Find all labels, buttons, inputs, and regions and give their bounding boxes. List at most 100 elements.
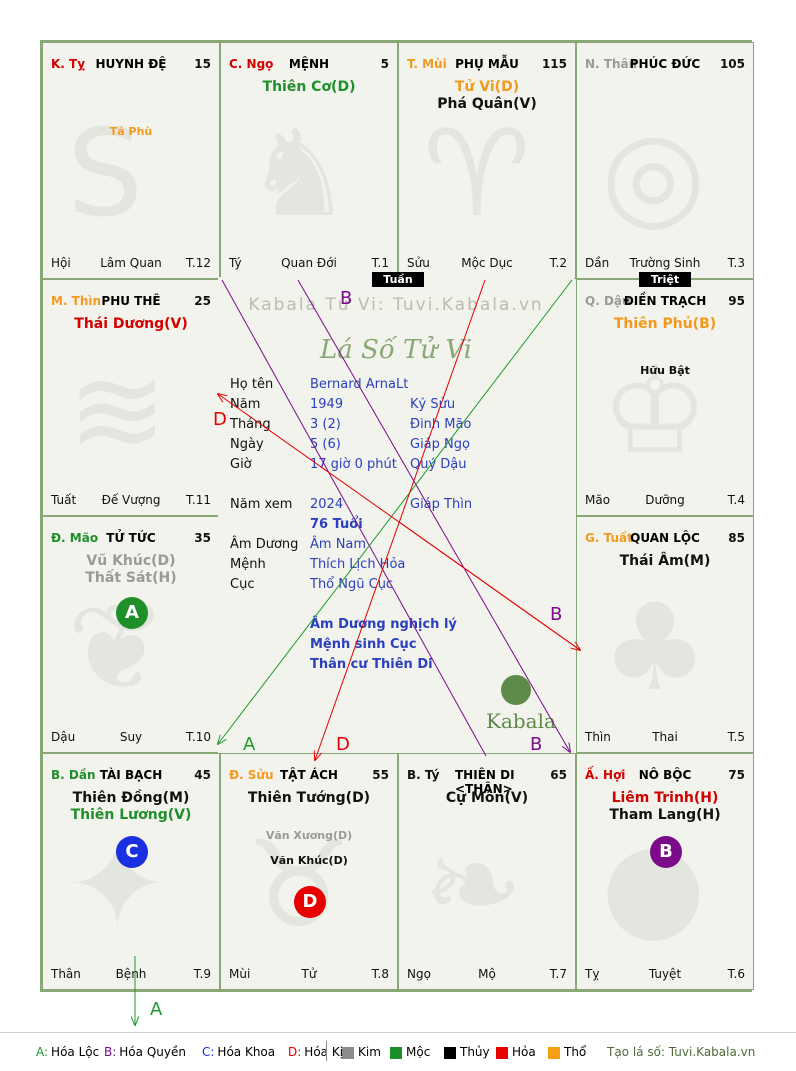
hoa-marker-a: A — [116, 597, 148, 629]
palace-can-chi: M. Thìn — [51, 294, 102, 308]
legend-element-label: Hỏa — [512, 1045, 536, 1059]
palace-footer: Mùi Tử T.8 — [229, 967, 389, 981]
palace-header: Đ. Mão TỬ TỨC 35 — [51, 531, 211, 547]
palace-name: PHU THÊ — [101, 294, 161, 308]
info-label: Tháng — [230, 417, 271, 432]
palace-number: 95 — [728, 294, 745, 308]
rooster-watermark-icon: ♔ — [601, 342, 709, 481]
palace-name: THIÊN DI <THÂN> — [455, 768, 515, 796]
main-star: Thiên Phủ(B) — [613, 316, 717, 332]
palace-state: Ngọ — [407, 967, 431, 981]
tuan-tag: Tuần — [372, 272, 424, 287]
info-value: 3 (2) — [310, 417, 341, 432]
palace-t-number: T.5 — [727, 730, 745, 744]
palace-header: G. Tuất QUAN LỘC 85 — [585, 531, 745, 547]
palace-t-number: T.8 — [371, 967, 389, 981]
palace-t-number: T.10 — [186, 730, 211, 744]
tuvi-chart-board: S K. Tỵ HUYNH ĐỆ 15 Tả Phù Hội Lâm Quan T.12 ♞ C.… — [40, 40, 754, 992]
main-stars: Cự Môn(V) — [399, 790, 575, 807]
info-label: Họ tên — [230, 377, 274, 392]
palace-stage: Mộc Dục — [461, 256, 513, 270]
main-star: Liêm Trinh(H) — [611, 790, 719, 806]
palace-footer: Tý Quan Đới T.1 — [229, 256, 389, 270]
main-stars: Thiên Tướng(D) — [221, 790, 397, 807]
palace-state: Tý — [229, 256, 242, 270]
legend-divider — [326, 1041, 327, 1061]
info-value: Thích Lịch Hỏa — [310, 557, 406, 572]
palace-cell: ❧ B. Tý THIÊN DI <THÂN> 65 Cự Môn(V) Ngọ Mộ T.7 — [398, 753, 576, 990]
palace-t-number: T.9 — [193, 967, 211, 981]
legend-element-item: Thủy — [444, 1045, 490, 1059]
ox-watermark-icon: ♉ — [245, 816, 353, 955]
palace-name: TẬT ÁCH — [280, 768, 338, 782]
legend-hoa-key: C: — [202, 1045, 215, 1059]
palace-name: NÔ BỘC — [638, 768, 692, 782]
palace-header: B. Tý THIÊN DI <THÂN> 65 — [407, 768, 567, 796]
age-value: 76 Tuổi — [310, 517, 363, 532]
main-star: Thái Âm(M) — [619, 553, 711, 569]
palace-footer: Tỵ Tuyệt T.6 — [585, 967, 745, 981]
main-star: Phá Quân(V) — [437, 96, 537, 112]
center-watermark-site: Kabala Tử Vi: Tuvi.Kabala.vn — [248, 295, 544, 315]
legend-hoa-item: C: Hóa Khoa — [202, 1045, 275, 1059]
palace-stage: Quan Đới — [281, 256, 337, 270]
legend-element-label: Mộc — [406, 1045, 431, 1059]
palace-cell: ≋ M. Thìn PHU THÊ 25 Thái Dương(V) Tuất Đế Vượ… — [42, 279, 220, 516]
palace-number: 35 — [194, 531, 211, 545]
main-star: Thiên Tướng(D) — [247, 790, 371, 806]
palace-name: QUAN LỘC — [630, 531, 700, 545]
legend-color-swatch — [342, 1046, 354, 1059]
palace-header: N. Thân PHÚC ĐỨC 105 — [585, 57, 745, 73]
palace-header: K. Tỵ HUYNH ĐỆ 15 — [51, 57, 211, 73]
info-value: Thổ Ngũ Cục — [310, 577, 394, 592]
palace-header: Ấ. Hợi NÔ BỘC 75 — [585, 768, 745, 784]
palace-name: ĐIỀN TRẠCH — [623, 294, 707, 308]
palace-can-chi: Đ. Sửu — [229, 768, 274, 782]
main-stars: Thiên Đồng(M) Thiên Lương(V) — [43, 790, 219, 824]
palace-footer: Tuất Đế Vượng T.11 — [51, 493, 211, 507]
hoa-marker-b: B — [650, 836, 682, 868]
palace-stage: Lâm Quan — [100, 256, 162, 270]
palace-number: 25 — [194, 294, 211, 308]
palace-footer: Sửu Mộc Dục T.2 — [407, 256, 567, 270]
palace-cell: ◎ N. Thân PHÚC ĐỨC 105 Dần Trường Sinh T.3 — [576, 42, 754, 279]
palace-cell: ♣ G. Tuất QUAN LỘC 85 Thái Âm(M) Thìn Thai T.5 — [576, 516, 754, 753]
palace-cell: S K. Tỵ HUYNH ĐỆ 15 Tả Phù Hội Lâm Quan T.12 — [42, 42, 220, 279]
chart-note: Âm Dương nghịch lý — [310, 617, 457, 632]
legend-site-link[interactable]: Tạo lá số: Tuvi.Kabala.vn — [607, 1045, 756, 1059]
legend-hoa-key: D: — [288, 1045, 302, 1059]
palace-number: 5 — [380, 57, 389, 71]
palace-state: Dậu — [51, 730, 76, 744]
palace-t-number: T.3 — [727, 256, 745, 270]
dog-watermark-icon: ♣ — [601, 579, 709, 718]
legend-element-item: Thổ — [548, 1045, 586, 1059]
palace-can-chi: K. Tỵ — [51, 57, 86, 71]
palace-t-number: T.11 — [186, 493, 211, 507]
palace-stage: Bệnh — [115, 967, 147, 981]
palace-number: 65 — [550, 768, 567, 782]
palace-state: Dần — [585, 256, 610, 270]
palace-cell: ✦ B. Dần TÀI BẠCH 45 Thiên Đồng(M) Thiên Lươn… — [42, 753, 220, 990]
palace-number: 115 — [541, 57, 567, 71]
center-title: Lá Số Tử Vi — [319, 335, 472, 365]
palace-state: Mão — [585, 493, 611, 507]
palace-footer: Thìn Thai T.5 — [585, 730, 745, 744]
palace-name: PHÚC ĐỨC — [629, 57, 701, 71]
palace-header: Đ. Sửu TẬT ÁCH 55 — [229, 768, 389, 784]
hoa-marker-d: D — [294, 886, 326, 918]
main-star: Thái Dương(V) — [74, 316, 188, 332]
palace-footer: Dần Trường Sinh T.3 — [585, 256, 745, 270]
palace-stage: Suy — [119, 730, 143, 744]
info-can-chi: Giáp Thìn — [410, 497, 473, 512]
info-value: 5 (6) — [310, 437, 341, 452]
palace-footer: Hội Lâm Quan T.12 — [51, 256, 211, 270]
dragon-watermark-icon: ≋ — [67, 342, 168, 481]
legend-element-item: Kim — [342, 1045, 381, 1059]
info-label: Mệnh — [230, 557, 266, 572]
main-stars: Thái Âm(M) — [577, 553, 753, 570]
palace-stage: Đế Vượng — [101, 493, 161, 507]
palace-cell: ● Ấ. Hợi NÔ BỘC 75 Liêm Trinh(H) Tham Lang(H)… — [576, 753, 754, 990]
palace-footer: Dậu Suy T.10 — [51, 730, 211, 744]
info-can-chi: Đinh Mão — [410, 417, 472, 432]
legend-hoa-label: Hóa Quyền — [119, 1045, 186, 1059]
